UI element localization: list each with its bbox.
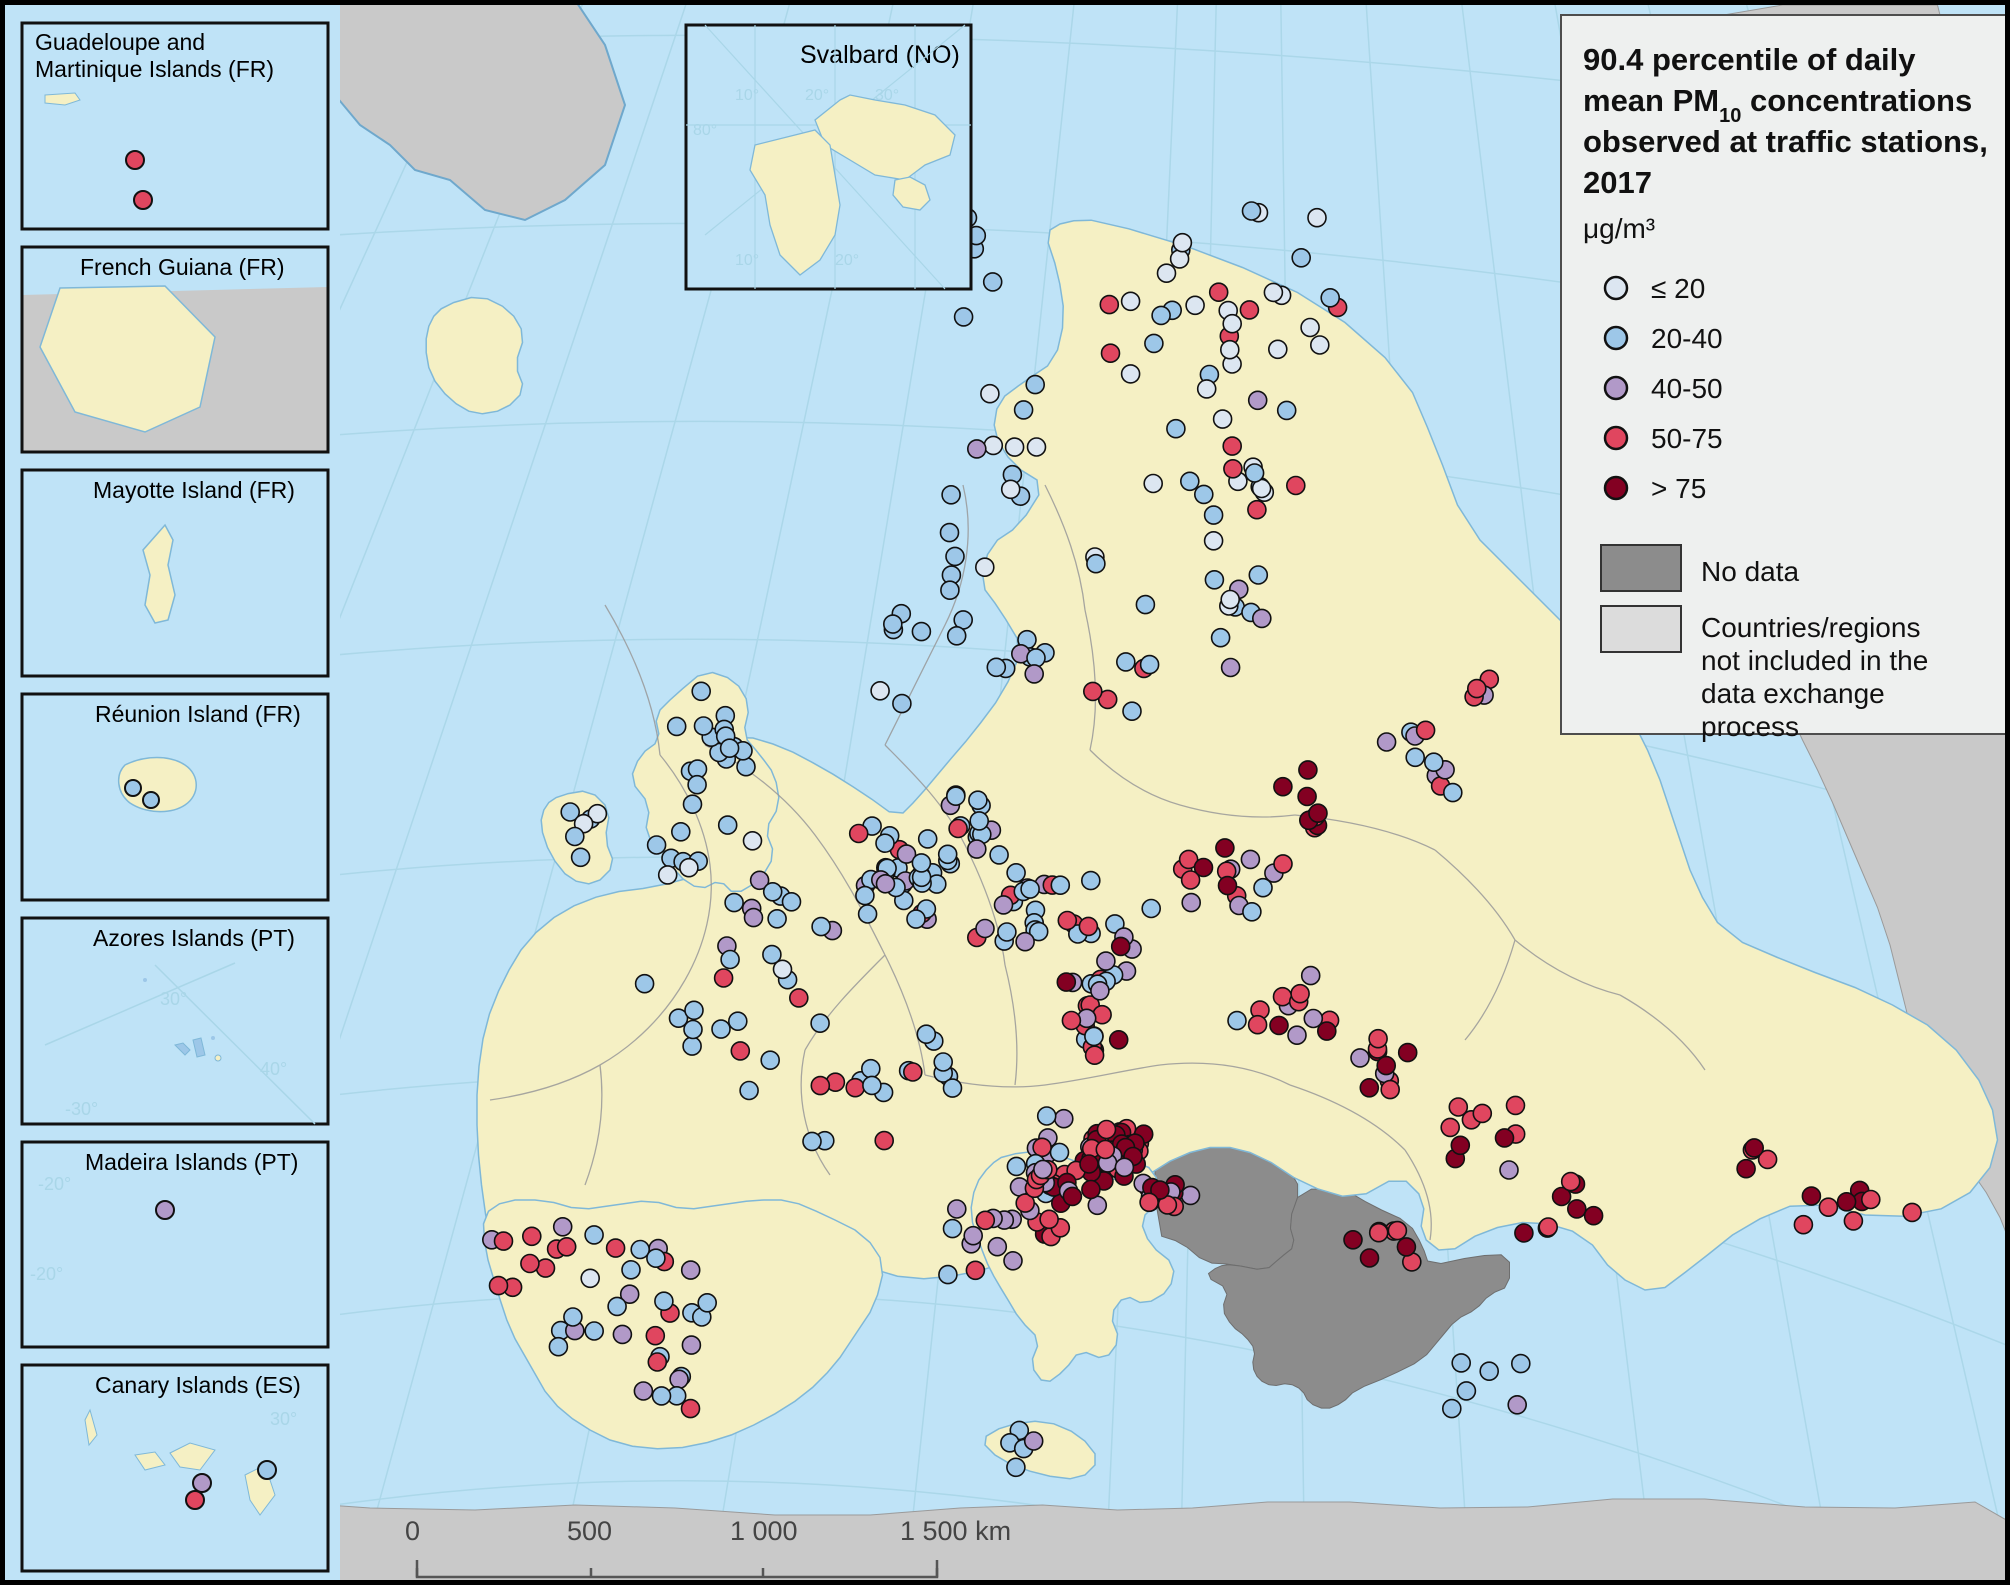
svg-text:Mayotte Island (FR): Mayotte Island (FR)	[93, 477, 295, 503]
svg-text:French Guiana (FR): French Guiana (FR)	[80, 254, 285, 280]
svg-text:not included in the: not included in the	[1701, 645, 1928, 676]
svg-text:30°: 30°	[270, 1409, 297, 1429]
svg-text:Madeira Islands (PT): Madeira Islands (PT)	[85, 1149, 298, 1175]
svg-text:40-50: 40-50	[1651, 373, 1723, 404]
svg-text:20-40: 20-40	[1651, 323, 1723, 354]
svg-text:-20°: -20°	[38, 1174, 71, 1194]
svg-text:80°: 80°	[693, 122, 717, 139]
svg-text:1 000: 1 000	[730, 1516, 798, 1546]
svg-text:Réunion Island (FR): Réunion Island (FR)	[95, 701, 301, 727]
svg-text:40°: 40°	[260, 1059, 287, 1079]
svg-text:30°: 30°	[160, 989, 187, 1009]
svg-text:Azores Islands (PT): Azores Islands (PT)	[93, 925, 295, 951]
svg-text:data exchange: data exchange	[1701, 678, 1885, 709]
svg-text:Svalbard (NO): Svalbard (NO)	[800, 41, 960, 69]
svg-text:2017: 2017	[1583, 165, 1652, 200]
svg-text:1 500 km: 1 500 km	[900, 1516, 1011, 1546]
svg-text:μg/m³: μg/m³	[1583, 213, 1655, 244]
svg-text:10°: 10°	[735, 87, 759, 104]
svg-text:90.4 percentile of daily: 90.4 percentile of daily	[1583, 42, 1916, 77]
svg-text:≤ 20: ≤ 20	[1651, 273, 1705, 304]
svg-text:> 75: > 75	[1651, 473, 1706, 504]
svg-text:process: process	[1701, 711, 1799, 742]
svg-text:0: 0	[405, 1516, 420, 1546]
svg-text:-30°: -30°	[65, 1099, 98, 1119]
svg-text:-20°: -20°	[30, 1264, 63, 1284]
svg-text:50-75: 50-75	[1651, 423, 1723, 454]
svg-text:10°: 10°	[735, 252, 759, 269]
svg-text:500: 500	[567, 1516, 612, 1546]
svg-text:Guadeloupe and: Guadeloupe and	[35, 29, 205, 55]
svg-text:observed at traffic stations,: observed at traffic stations,	[1583, 124, 1988, 159]
svg-text:No data: No data	[1701, 556, 1799, 587]
svg-text:Countries/regions: Countries/regions	[1701, 612, 1920, 643]
svg-text:20°: 20°	[835, 252, 859, 269]
svg-text:Canary Islands (ES): Canary Islands (ES)	[95, 1372, 301, 1398]
svg-text:20°: 20°	[805, 87, 829, 104]
svg-text:Martinique Islands (FR): Martinique Islands (FR)	[35, 56, 274, 82]
